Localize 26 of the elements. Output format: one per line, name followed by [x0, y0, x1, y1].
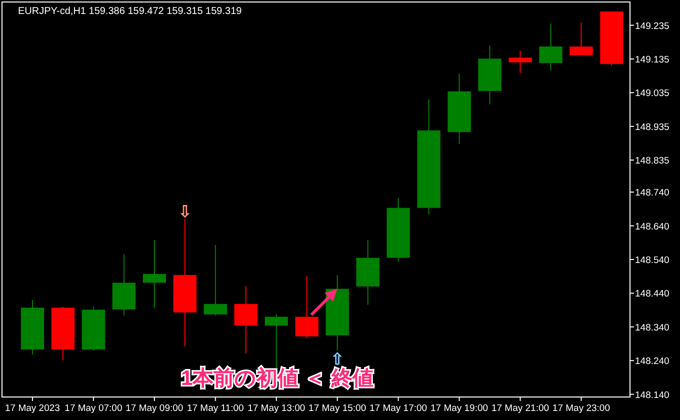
y-tick-label: 148.835 — [635, 156, 670, 167]
title: EURJPY-cd,H1 159.386 159.472 159.315 159.319 — [18, 6, 242, 17]
x-tick-label: 17 May 23:00 — [552, 403, 610, 414]
y-tick-label: 148.340 — [635, 322, 670, 334]
y-tick-label: 148.540 — [635, 254, 670, 266]
x-tick-label: 17 May 07:00 — [64, 403, 122, 414]
annotation: ⇧ — [330, 350, 344, 368]
x-tick-label: 17 May 15:00 — [308, 403, 366, 414]
x-tick-label: 17 May 13:00 — [248, 403, 306, 414]
y-tick-label: 148.440 — [635, 288, 670, 300]
annotation: 1本前の初値 ＜ 終値 — [180, 367, 374, 390]
annotation: ⇩ — [178, 202, 192, 222]
x-tick-label: 17 May 2023 — [5, 403, 60, 414]
y-tick-label: 148.640 — [635, 221, 670, 232]
y-tick-label: 148.740 — [635, 188, 670, 199]
y-tick-label: 148.140 — [635, 390, 670, 401]
y-tick-label: 149.135 — [635, 54, 670, 66]
x-tick-label: 17 May 17:00 — [370, 403, 428, 414]
x-tick-label: 17 May 11:00 — [186, 403, 244, 414]
y-tick-label: 149.235 — [635, 20, 670, 32]
y-tick-label: 149.035 — [635, 88, 670, 100]
y-tick-label: 148.240 — [635, 356, 670, 368]
x-tick-label: 17 May 21:00 — [491, 403, 550, 414]
y-tick-label: 148.935 — [635, 122, 670, 133]
x-tick-label: 17 May 09:00 — [126, 403, 184, 414]
x-tick-label: 17 May 19:00 — [430, 403, 488, 414]
